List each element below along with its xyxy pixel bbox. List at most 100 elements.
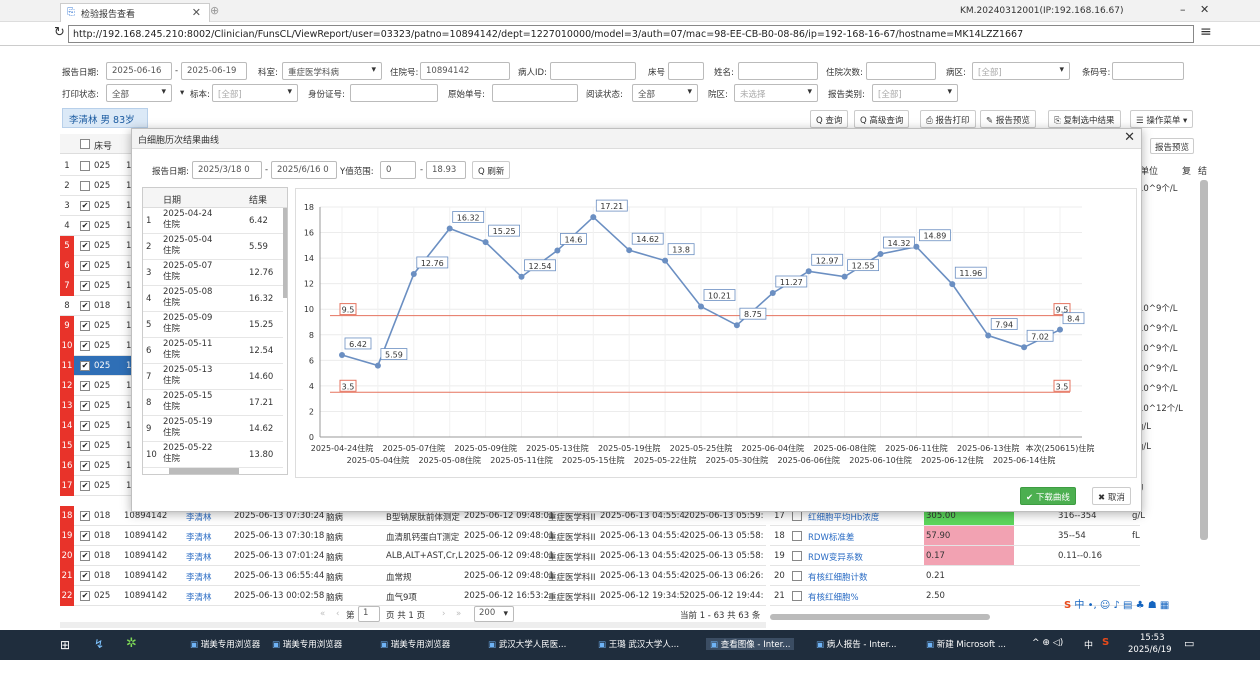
tray-icons[interactable]: ^ ⊕ ◁) [1032, 638, 1064, 648]
taskbar-app[interactable]: ▣ 王璐 武汉大学人... [598, 638, 679, 650]
result-item[interactable]: RDW变异系数 [808, 553, 863, 563]
patient-tag[interactable]: 李清林 男 83岁 [62, 108, 148, 128]
taskbar-app[interactable]: ▣ 查看图像 - Inter... [706, 638, 795, 650]
reload-icon[interactable]: ↻ [54, 25, 65, 40]
row-checkbox[interactable]: ✔ [80, 551, 90, 561]
report-date-to[interactable]: 2025-06-19 [181, 62, 247, 80]
next-page-icon[interactable]: › [442, 609, 446, 619]
bed-input[interactable] [668, 62, 704, 80]
y-range-from[interactable]: 0 [380, 161, 416, 179]
result-row[interactable]: 21 有核红细胞% 2.50 [770, 586, 1140, 606]
inpatient-no-input[interactable]: 10894142 [420, 62, 510, 80]
row-checkbox[interactable]: ✔ [80, 401, 90, 411]
start-icon[interactable]: ⊞ [60, 638, 71, 652]
tab-close-icon[interactable]: ✕ [191, 6, 201, 19]
table-row[interactable]: 16 ✔ 025 1( [60, 456, 140, 476]
row-patient-name[interactable]: 李清林 [186, 573, 212, 583]
hospital-area-select[interactable]: 未选择 [734, 84, 818, 102]
preview-report-button[interactable]: ✎ 报告预览 [980, 110, 1036, 128]
table-row[interactable]: 18 ✔ 018 10894142 李清林 2025-06-13 07:30:24 脑病 B型… [60, 506, 766, 526]
row-checkbox[interactable]: ✔ [80, 241, 90, 251]
result-checkbox[interactable] [792, 531, 802, 541]
result-row[interactable]: 20 有核红细胞计数 0.21 [770, 566, 1140, 586]
result-row[interactable]: 19 RDW变异系数 0.17 0.11--0.16 [770, 546, 1140, 566]
result-item[interactable]: 红细胞平均Hb浓度 [808, 513, 880, 523]
close-window-icon[interactable]: ✕ [1200, 3, 1210, 16]
id-card-input[interactable] [350, 84, 438, 102]
copy-results-button[interactable]: ⎘ 复制选中结果 [1048, 110, 1121, 128]
cortana-icon[interactable]: ↯ [94, 637, 105, 651]
v-scrollbar-thumb[interactable] [1200, 180, 1208, 540]
dialog-date-from[interactable]: 2025/3/18 0 [192, 161, 262, 179]
row-checkbox[interactable]: ✔ [80, 301, 90, 311]
history-row[interactable]: 5 2025-05-09 住院 15.25 [143, 312, 283, 338]
result-checkbox[interactable] [792, 511, 802, 521]
taskbar-app[interactable]: ▣ 武汉大学人民医... [488, 638, 566, 650]
ops-menu-button[interactable]: ☰ 操作菜单 ▾ [1130, 110, 1194, 128]
admission-count-input[interactable] [866, 62, 936, 80]
row-checkbox[interactable]: ✔ [80, 281, 90, 291]
report-preview-button[interactable]: 报告预览 [1150, 138, 1195, 154]
table-row[interactable]: 10 ✔ 025 1( [60, 336, 140, 356]
row-checkbox[interactable]: ✔ [80, 421, 90, 431]
row-patient-name[interactable]: 李清林 [186, 513, 212, 523]
result-item[interactable]: 有核红细胞% [808, 593, 859, 603]
ime-toolbar[interactable]: S 中 •, ☺ ♪ ▤ ♣ ☗ ▦ [1064, 600, 1170, 611]
result-checkbox[interactable] [792, 571, 802, 581]
row-checkbox[interactable]: ✔ [80, 381, 90, 391]
table-row[interactable]: 4 ✔ 025 1( [60, 216, 140, 236]
history-row[interactable]: 4 2025-05-08 住院 16.32 [143, 286, 283, 312]
browser-tab[interactable]: ⎘ 检验报告查看 ✕ [60, 3, 210, 22]
table-row[interactable]: 5 ✔ 025 1( [60, 236, 140, 256]
table-row[interactable]: 21 ✔ 018 10894142 李清林 2025-06-13 06:55:44 脑病 血常… [60, 566, 766, 586]
table-row[interactable]: 14 ✔ 025 1( [60, 416, 140, 436]
result-checkbox[interactable] [792, 591, 802, 601]
specimen-select[interactable]: [全部] [212, 84, 298, 102]
row-checkbox[interactable]: ✔ [80, 261, 90, 271]
row-checkbox[interactable]: ✔ [80, 531, 90, 541]
table-row[interactable]: 13 ✔ 025 1( [60, 396, 140, 416]
table-h-scroll[interactable] [169, 468, 239, 474]
taskbar-app[interactable]: ▣ 瑞美专用浏览器 [272, 638, 342, 650]
taskbar-app[interactable]: ▣ 瑞美专用浏览器 [190, 638, 260, 650]
history-row[interactable]: 8 2025-05-15 住院 17.21 [143, 390, 283, 416]
report-date-from[interactable]: 2025-06-16 [106, 62, 172, 80]
taskbar-app[interactable]: ▣ 病人报告 - Inter... [816, 638, 896, 650]
table-row[interactable]: 15 ✔ 025 1( [60, 436, 140, 456]
tray-ime[interactable]: 中 [1084, 641, 1094, 651]
minimize-icon[interactable]: – [1180, 3, 1186, 16]
table-row[interactable]: 12 ✔ 025 1( [60, 376, 140, 396]
dialog-close-icon[interactable]: ✕ [1124, 130, 1135, 145]
prev-page-icon[interactable]: ‹ [336, 609, 340, 619]
dept-select[interactable]: 重症医学科病 [282, 62, 382, 80]
read-status-select[interactable]: 全部 [632, 84, 698, 102]
pager-page-input[interactable]: 1 [358, 606, 380, 622]
row-patient-name[interactable]: 李清林 [186, 593, 212, 603]
query-button[interactable]: Q 查询 [810, 110, 849, 128]
row-patient-name[interactable]: 李清林 [186, 533, 212, 543]
advanced-query-button[interactable]: Q 高级查询 [854, 110, 910, 128]
table-row[interactable]: 11 ✔ 025 1( [60, 356, 140, 376]
taskbar-app[interactable]: ▣ 瑞美专用浏览器 [380, 638, 450, 650]
history-row[interactable]: 6 2025-05-11 住院 12.54 [143, 338, 283, 364]
row-checkbox[interactable]: ✔ [80, 591, 90, 601]
table-v-scroll[interactable] [283, 208, 287, 298]
table-row[interactable]: 22 ✔ 025 10894142 李清林 2025-06-13 00:02:58 脑病 血气… [60, 586, 766, 606]
row-checkbox[interactable]: ✔ [80, 201, 90, 211]
page-size-select[interactable]: 200 [474, 606, 514, 622]
row-checkbox[interactable]: ✔ [80, 361, 90, 371]
print-status-select[interactable]: 全部 [106, 84, 172, 102]
download-curve-button[interactable]: ✔ 下载曲线 [1020, 487, 1076, 505]
dialog-date-to[interactable]: 2025/6/16 0 [271, 161, 337, 179]
app-icon[interactable]: ✲ [126, 636, 137, 651]
cancel-button[interactable]: ✖ 取消 [1092, 487, 1131, 505]
report-type-select[interactable]: [全部] [872, 84, 958, 102]
row-checkbox[interactable]: ✔ [80, 571, 90, 581]
sogou-tray-icon[interactable]: S [1102, 637, 1110, 648]
row-checkbox[interactable]: ✔ [80, 461, 90, 471]
row-checkbox[interactable] [80, 161, 90, 171]
table-row[interactable]: 6 ✔ 025 1( [60, 256, 140, 276]
history-row[interactable]: 2 2025-05-04 住院 5.59 [143, 234, 283, 260]
table-row[interactable]: 17 ✔ 025 1( [60, 476, 140, 496]
row-checkbox[interactable]: ✔ [80, 441, 90, 451]
